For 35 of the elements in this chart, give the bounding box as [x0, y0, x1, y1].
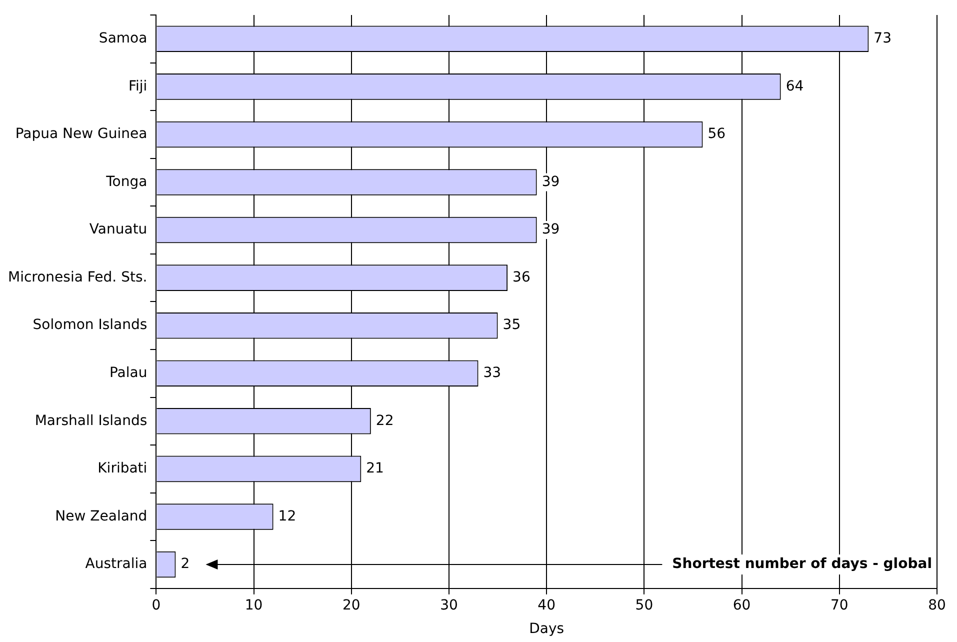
y-tick-label: Papua New Guinea [15, 126, 148, 142]
x-tick-label: 0 [152, 597, 161, 614]
x-tick-label: 10 [244, 597, 263, 614]
data-label: 2 [180, 556, 190, 572]
y-tick-label: Solomon Islands [32, 317, 148, 334]
data-label: 35 [502, 317, 521, 334]
x-tick-label: 20 [342, 597, 360, 614]
y-tick-label: Kiribati [98, 460, 148, 477]
data-label: 36 [512, 269, 530, 286]
x-tick-label: 60 [732, 597, 751, 614]
x-tick-label: 70 [830, 597, 848, 614]
data-label: 73 [874, 30, 892, 47]
y-tick-label: Fiji [128, 78, 148, 94]
x-tick-label: 80 [928, 597, 946, 614]
data-label: 33 [483, 365, 502, 382]
y-tick-label: Australia [85, 556, 148, 572]
data-label: 64 [786, 78, 804, 94]
x-tick-label: 40 [538, 597, 556, 614]
annotation: Shortest number of days - global [672, 556, 932, 572]
data-label: 56 [708, 126, 726, 142]
x-axis-title: Days [529, 621, 564, 638]
x-tick-label: 50 [635, 597, 654, 614]
y-tick-label: Palau [109, 365, 148, 382]
y-tick-label: Marshall Islands [34, 412, 148, 429]
y-tick-label: Samoa [98, 30, 148, 47]
y-tick-label: New Zealand [55, 508, 148, 524]
data-label: 21 [366, 460, 384, 477]
y-tick-label: Tonga [105, 174, 148, 190]
data-label: 22 [376, 412, 394, 429]
x-tick-label: 30 [440, 597, 458, 614]
data-label: 39 [542, 174, 560, 190]
y-tick-label: Micronesia Fed. Sts. [8, 269, 148, 286]
data-label: 39 [542, 222, 560, 238]
y-tick-label: Vanuatu [89, 222, 148, 238]
data-label: 12 [278, 508, 296, 524]
